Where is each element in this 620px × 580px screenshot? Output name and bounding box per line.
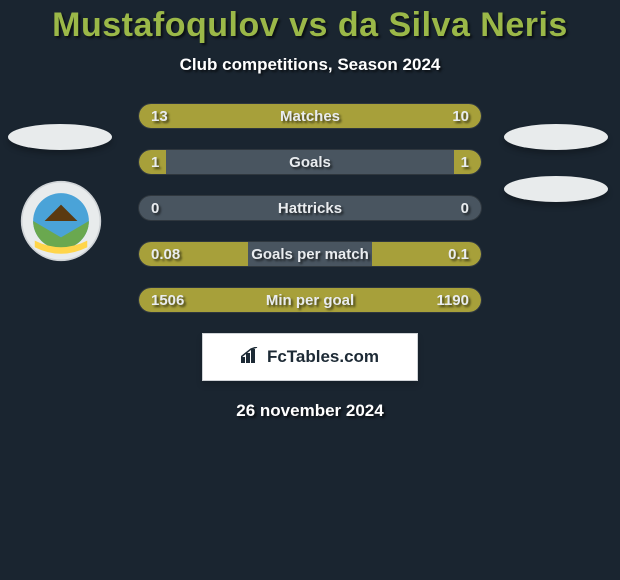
club-badge: [20, 180, 102, 262]
stat-row: Goals per match0.08 0.1: [138, 241, 482, 267]
brand-box: FcTables.com: [202, 333, 418, 381]
stat-row: Hattricks0 0: [138, 195, 482, 221]
stat-row: Matches13 10: [138, 103, 482, 129]
player-placeholder-left: [8, 124, 112, 150]
stat-value-right: 0: [461, 196, 469, 221]
stat-label: Min per goal: [139, 288, 481, 313]
player-placeholder-right-1: [504, 124, 608, 150]
footer-date: 26 november 2024: [0, 401, 620, 421]
stat-value-left: 1: [151, 150, 159, 175]
stat-value-left: 0: [151, 196, 159, 221]
stat-value-right: 0.1: [448, 242, 469, 267]
page-subtitle: Club competitions, Season 2024: [0, 55, 620, 75]
stat-label: Hattricks: [139, 196, 481, 221]
stat-value-right: 10: [452, 104, 469, 129]
stat-list: Matches13 10 Goals1 1 Hattricks0 0 Goals per m…: [138, 103, 482, 313]
stat-label: Goals: [139, 150, 481, 175]
stat-row: Goals1 1: [138, 149, 482, 175]
player-placeholder-right-2: [504, 176, 608, 202]
stat-label: Matches: [139, 104, 481, 129]
stat-value-left: 1506: [151, 288, 184, 313]
club-badge-icon: [20, 180, 102, 262]
brand-text: FcTables.com: [267, 347, 379, 367]
stat-label: Goals per match: [139, 242, 481, 267]
bars-icon: [241, 347, 261, 368]
page-title: Mustafoqulov vs da Silva Neris: [0, 6, 620, 45]
stat-row: Min per goal1506 1190: [138, 287, 482, 313]
stat-value-right: 1190: [436, 288, 469, 313]
stat-value-left: 0.08: [151, 242, 180, 267]
brand-label: FcTables.com: [241, 347, 379, 368]
comparison-card: Mustafoqulov vs da Silva Neris Club comp…: [0, 0, 620, 580]
stat-value-right: 1: [461, 150, 469, 175]
stat-value-left: 13: [151, 104, 168, 129]
